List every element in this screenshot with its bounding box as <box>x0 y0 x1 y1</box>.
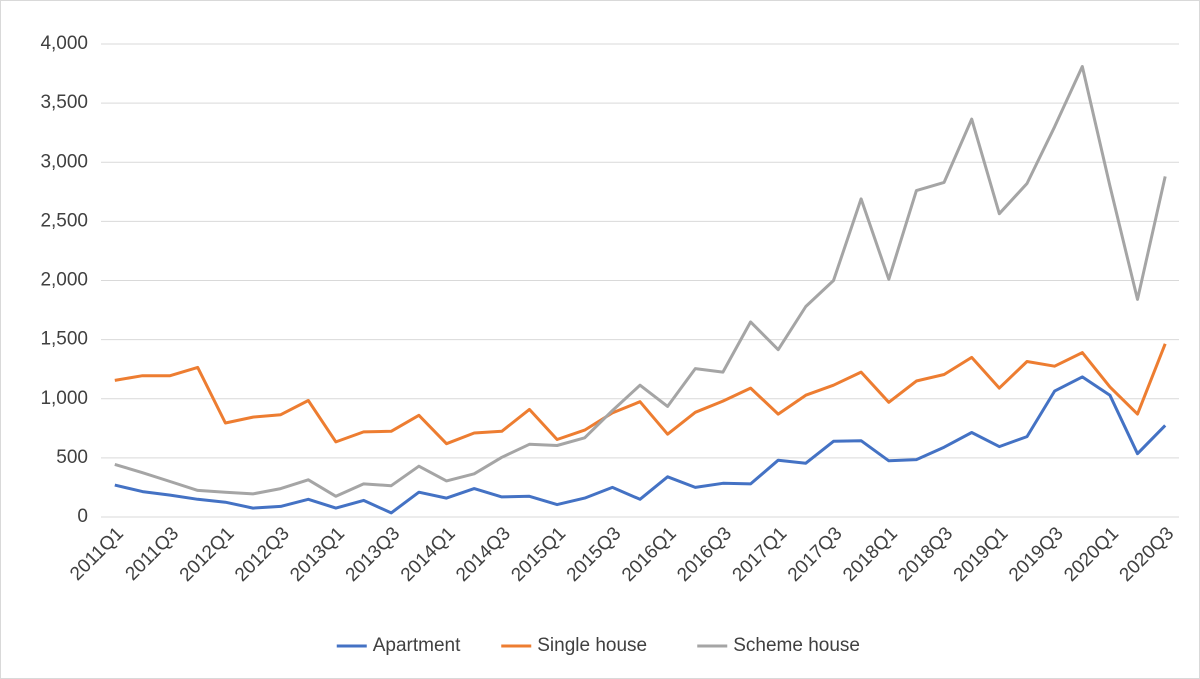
y-tick-label: 500 <box>56 447 88 468</box>
y-tick-label: 1,000 <box>40 388 88 409</box>
series-line <box>114 375 1167 515</box>
legend-label: Apartment <box>373 635 461 656</box>
y-tick-label: 3,000 <box>40 151 88 172</box>
y-tick-label: 0 <box>77 506 88 527</box>
legend-label: Scheme house <box>733 635 860 656</box>
legend-label: Single house <box>537 635 647 656</box>
series-line <box>114 65 1167 498</box>
y-tick-label: 2,000 <box>40 270 88 291</box>
y-tick-label: 4,000 <box>40 33 88 54</box>
series-line <box>114 343 1167 446</box>
y-tick-label: 1,500 <box>40 329 88 350</box>
y-tick-label: 3,500 <box>40 92 88 113</box>
y-tick-label: 2,500 <box>40 210 88 231</box>
